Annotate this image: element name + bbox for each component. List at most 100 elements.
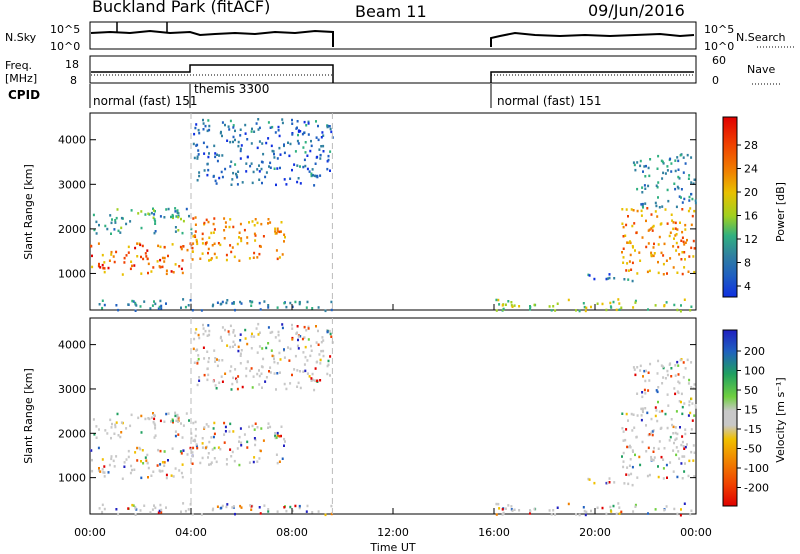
power-point	[643, 184, 646, 187]
velocity-point	[262, 357, 265, 361]
velocity-point	[662, 477, 665, 480]
power-colorbar-tick-label: 24	[744, 163, 758, 176]
velocity-point	[239, 427, 242, 430]
nsearch-label: N.Search	[736, 31, 786, 44]
power-point	[627, 278, 630, 281]
velocity-point	[605, 512, 608, 516]
power-point	[254, 218, 257, 221]
velocity-point	[196, 446, 199, 450]
velocity-point	[258, 345, 261, 348]
velocity-point	[251, 386, 254, 389]
velocity-point	[647, 389, 650, 392]
power-point	[125, 254, 128, 257]
velocity-point	[675, 446, 678, 449]
velocity-point	[219, 336, 222, 340]
power-point	[575, 309, 577, 312]
velocity-point	[596, 506, 599, 509]
power-point	[627, 269, 630, 272]
velocity-point	[141, 449, 144, 452]
velocity-point	[582, 506, 585, 509]
power-point	[246, 138, 249, 141]
velocity-point	[163, 461, 166, 464]
velocity-point	[298, 504, 301, 508]
velocity-point	[161, 469, 164, 473]
velocity-point	[320, 349, 323, 353]
velocity-point	[229, 369, 232, 373]
power-point	[239, 157, 242, 160]
velocity-point	[180, 510, 182, 513]
velocity-point	[207, 360, 210, 364]
velocity-point	[317, 343, 320, 346]
power-point	[211, 244, 214, 247]
power-point	[303, 120, 306, 124]
power-point	[263, 300, 266, 303]
velocity-point	[666, 476, 668, 479]
power-point	[674, 169, 677, 173]
velocity-point	[98, 507, 101, 510]
velocity-point	[224, 328, 226, 332]
power-point	[529, 308, 531, 311]
velocity-point	[625, 428, 628, 431]
power-point	[271, 125, 274, 129]
power-point	[224, 221, 227, 224]
velocity-point	[495, 502, 498, 506]
velocity-point	[285, 509, 288, 513]
velocity-point	[318, 353, 321, 356]
power-point	[232, 225, 235, 229]
power-point	[634, 299, 637, 303]
velocity-point	[208, 333, 211, 337]
velocity-point	[165, 506, 167, 509]
power-point	[673, 303, 676, 307]
velocity-point	[261, 347, 264, 350]
power-point	[677, 175, 680, 179]
power-point	[638, 251, 641, 254]
power-point	[258, 178, 261, 181]
velocity-point	[203, 357, 206, 360]
velocity-point	[507, 504, 510, 507]
velocity-point	[529, 509, 531, 512]
velocity-point	[691, 419, 694, 422]
power-point	[201, 252, 204, 255]
power-point	[285, 183, 288, 186]
velocity-point	[307, 327, 310, 330]
power-point	[243, 228, 246, 232]
velocity-panel	[89, 317, 697, 517]
velocity-point	[233, 459, 236, 463]
power-point	[163, 256, 166, 260]
velocity-point	[289, 505, 292, 509]
power-point	[232, 171, 235, 175]
velocity-point	[326, 330, 329, 334]
velocity-point	[104, 429, 107, 432]
velocity-point	[663, 508, 666, 512]
power-point	[234, 138, 236, 142]
power-point	[672, 266, 675, 269]
velocity-point	[311, 511, 314, 514]
power-point	[683, 243, 686, 246]
velocity-point	[158, 469, 161, 472]
velocity-point	[196, 360, 199, 363]
velocity-point	[134, 513, 137, 516]
velocity-point	[114, 425, 117, 429]
velocity-point	[196, 362, 199, 365]
velocity-point	[274, 336, 277, 339]
velocity-point	[684, 367, 687, 370]
velocity-point	[642, 410, 644, 414]
velocity-point	[631, 483, 634, 487]
velocity-point	[208, 440, 211, 444]
velocity-point	[127, 507, 130, 510]
cpid-segment-label: themis 3300	[194, 82, 269, 96]
power-point	[291, 305, 294, 309]
velocity-colorbar-tick-label: 200	[744, 345, 765, 358]
velocity-point	[309, 354, 312, 358]
power-point	[177, 215, 180, 219]
power-point	[246, 155, 249, 159]
velocity-point	[276, 362, 279, 365]
power-point	[213, 242, 216, 245]
velocity-point	[205, 423, 208, 426]
velocity-point	[606, 481, 609, 485]
velocity-point	[220, 506, 223, 510]
power-point	[260, 160, 263, 164]
velocity-point	[317, 329, 319, 333]
power-point	[150, 270, 153, 273]
